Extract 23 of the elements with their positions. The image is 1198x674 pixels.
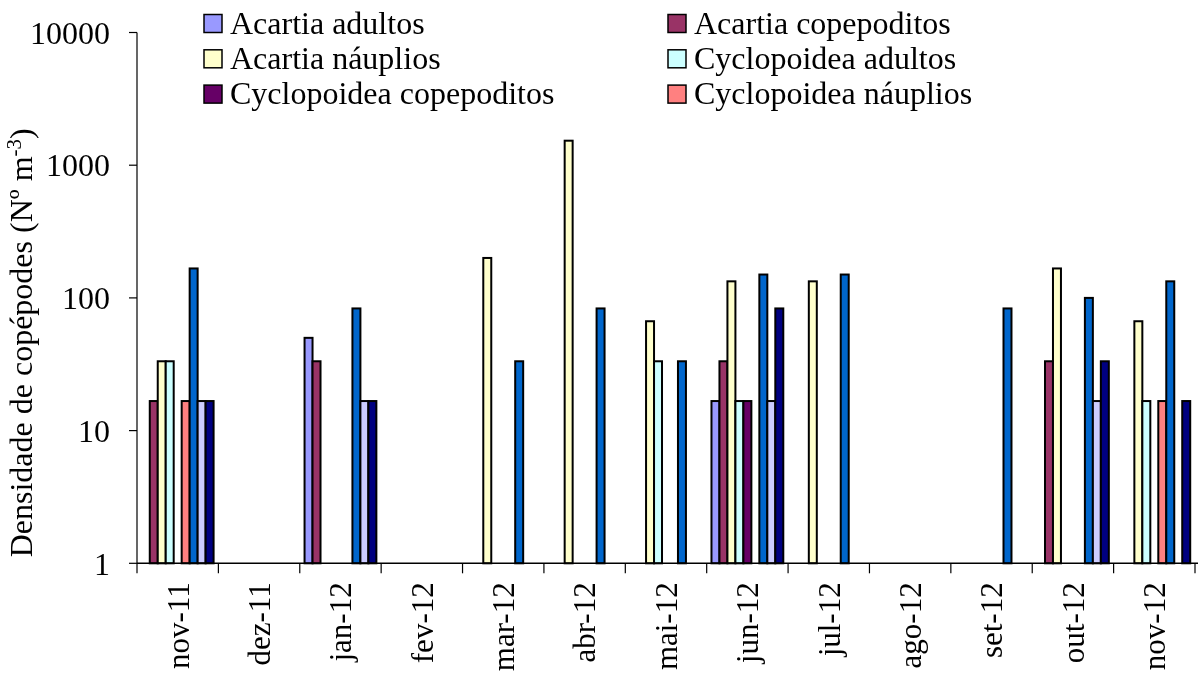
x-tick-label: set-12 xyxy=(974,582,1010,659)
y-tick-label: 100 xyxy=(62,280,110,317)
x-tick-label: nov-11 xyxy=(160,582,196,669)
x-tick-label: abr-12 xyxy=(567,582,603,663)
legend-label: Acartia copepoditos xyxy=(694,4,951,41)
x-tick-label: mai-12 xyxy=(648,582,684,671)
legend-label: Cyclopoidea náuplios xyxy=(694,75,973,112)
x-tick-label: mar-12 xyxy=(486,582,522,672)
x-tick-label: jan-12 xyxy=(323,582,359,663)
y-tick-label: 10000 xyxy=(30,14,110,51)
x-tick-label: jun-12 xyxy=(730,582,766,665)
legend-label: Acartia náuplios xyxy=(230,39,441,76)
x-tick-label: jul-12 xyxy=(811,582,847,658)
x-tick-label: fev-12 xyxy=(404,582,440,664)
x-tick-label: dez-11 xyxy=(241,582,277,666)
y-tick-label: 10 xyxy=(78,412,110,449)
x-tick-label: out-12 xyxy=(1055,582,1091,664)
y-tick-label: 1000 xyxy=(46,147,110,184)
legend-label: Acartia adultos xyxy=(230,4,425,41)
legend-label: Cyclopoidea copepoditos xyxy=(230,75,555,112)
x-tick-label: nov-12 xyxy=(1137,582,1173,671)
y-tick-label: 1 xyxy=(94,545,110,582)
x-tick-label: ago-12 xyxy=(893,582,928,669)
